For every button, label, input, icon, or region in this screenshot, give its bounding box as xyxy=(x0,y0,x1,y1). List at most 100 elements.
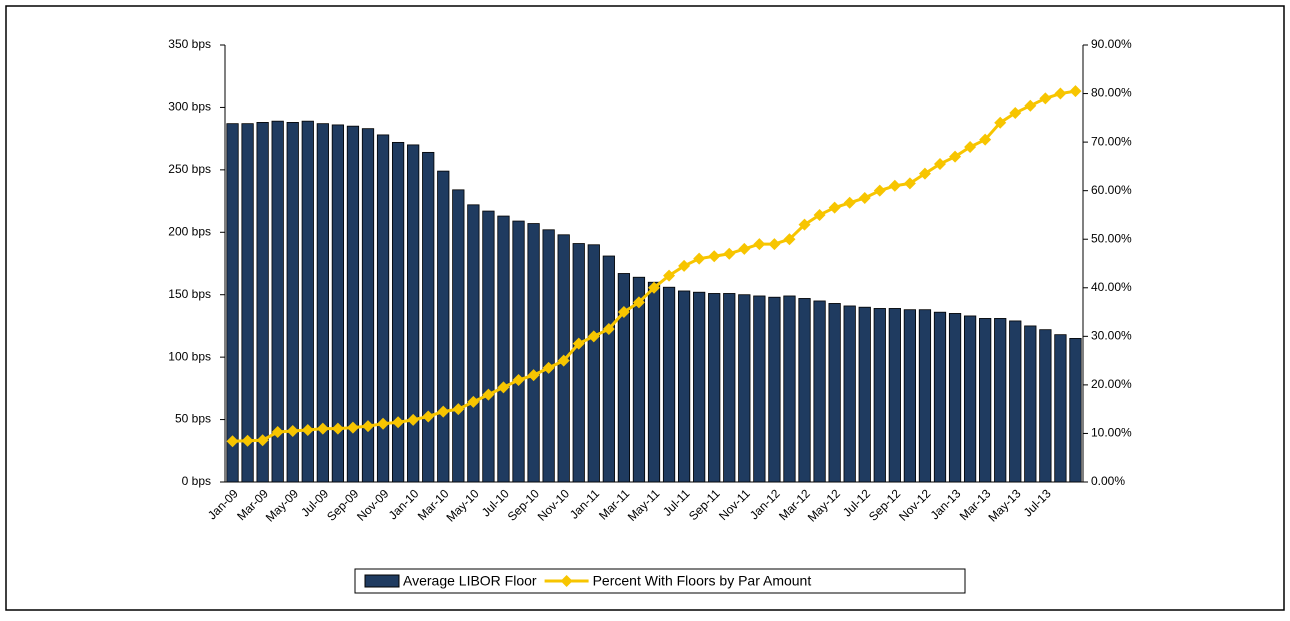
bar xyxy=(602,255,615,483)
line-marker xyxy=(964,140,977,153)
line-marker xyxy=(949,150,962,163)
line-marker xyxy=(979,133,992,146)
line-marker xyxy=(346,421,359,434)
bar xyxy=(572,243,585,483)
bar xyxy=(738,294,751,483)
line-marker xyxy=(888,179,901,192)
line-marker xyxy=(316,422,329,435)
line-marker xyxy=(873,184,886,197)
bar xyxy=(693,291,706,483)
line-marker xyxy=(1024,99,1037,112)
y-tick-label: 300 bps xyxy=(168,100,211,114)
bar xyxy=(1024,325,1037,483)
bar xyxy=(527,223,540,483)
line-marker xyxy=(377,417,390,430)
bar xyxy=(918,309,932,483)
line-marker xyxy=(994,116,1007,129)
bar xyxy=(512,220,525,483)
line-marker xyxy=(858,191,871,204)
bar xyxy=(828,303,841,483)
y2-tick-label: 10.00% xyxy=(1091,426,1132,440)
y-tick-label: 50 bps xyxy=(175,412,211,426)
bar xyxy=(813,300,826,483)
line-marker xyxy=(226,435,239,448)
legend-label: Percent With Floors by Par Amount xyxy=(593,573,812,589)
bar xyxy=(256,122,269,483)
line-marker xyxy=(617,306,630,319)
bar xyxy=(361,128,375,483)
bar xyxy=(437,170,450,483)
line-marker xyxy=(813,208,826,221)
bar xyxy=(783,295,796,483)
line-marker xyxy=(843,196,856,209)
line-marker xyxy=(422,410,435,423)
bar xyxy=(226,123,239,483)
y-tick-label: 350 bps xyxy=(168,37,211,51)
line-marker xyxy=(362,420,374,433)
bar xyxy=(768,296,781,483)
line-marker xyxy=(828,201,841,214)
line-marker xyxy=(587,330,600,343)
bar xyxy=(979,318,992,483)
bar xyxy=(858,306,871,483)
bar xyxy=(301,120,314,483)
line-marker xyxy=(437,405,450,418)
y2-tick-label: 60.00% xyxy=(1091,183,1132,197)
bar xyxy=(677,290,691,483)
bar xyxy=(331,124,345,483)
bar xyxy=(482,210,495,483)
line-marker xyxy=(452,403,465,416)
bar xyxy=(467,204,480,483)
line-marker xyxy=(1039,92,1052,105)
line-marker xyxy=(572,337,585,350)
legend-swatch xyxy=(560,575,573,587)
line-marker xyxy=(678,259,691,272)
line-marker xyxy=(301,424,314,437)
bar xyxy=(843,305,856,483)
line-marker xyxy=(241,434,254,447)
y2-tick-label: 30.00% xyxy=(1091,329,1132,343)
legend-box xyxy=(354,568,966,594)
y2-tick-label: 40.00% xyxy=(1091,280,1132,294)
line-marker xyxy=(918,167,931,180)
bar xyxy=(587,244,600,483)
bar xyxy=(903,309,917,483)
bar xyxy=(1009,320,1022,483)
line-marker xyxy=(271,425,284,438)
bar xyxy=(933,311,947,483)
line-marker xyxy=(497,381,510,394)
bar xyxy=(346,125,360,483)
line-marker xyxy=(934,157,946,170)
line-marker xyxy=(632,296,645,309)
bar xyxy=(632,276,646,483)
bar xyxy=(1069,338,1082,483)
line-marker xyxy=(723,247,736,260)
y-tick-label: 250 bps xyxy=(168,162,211,176)
y-tick-label: 100 bps xyxy=(168,349,211,363)
bar xyxy=(316,123,329,483)
y2-tick-label: 50.00% xyxy=(1091,231,1132,245)
line-marker xyxy=(392,416,405,429)
bar xyxy=(723,293,736,483)
bar xyxy=(617,273,631,483)
bar xyxy=(963,315,977,483)
bar xyxy=(407,144,420,483)
y2-tick-label: 0.00% xyxy=(1091,474,1125,488)
bar xyxy=(391,141,405,483)
legend-label: Average LIBOR Floor xyxy=(403,573,537,589)
line-marker xyxy=(602,323,615,336)
line-marker xyxy=(1009,106,1022,119)
bar xyxy=(452,189,465,483)
bar xyxy=(647,281,661,483)
y-tick-label: 0 bps xyxy=(182,474,211,488)
bar xyxy=(1039,329,1052,483)
line-marker xyxy=(542,361,555,374)
legend-swatch xyxy=(364,574,400,588)
line-marker xyxy=(903,177,916,190)
bar xyxy=(994,318,1007,483)
bar xyxy=(241,123,254,483)
bar xyxy=(873,308,886,483)
line-marker xyxy=(407,413,420,426)
bar xyxy=(376,134,390,483)
line-marker xyxy=(512,374,525,387)
